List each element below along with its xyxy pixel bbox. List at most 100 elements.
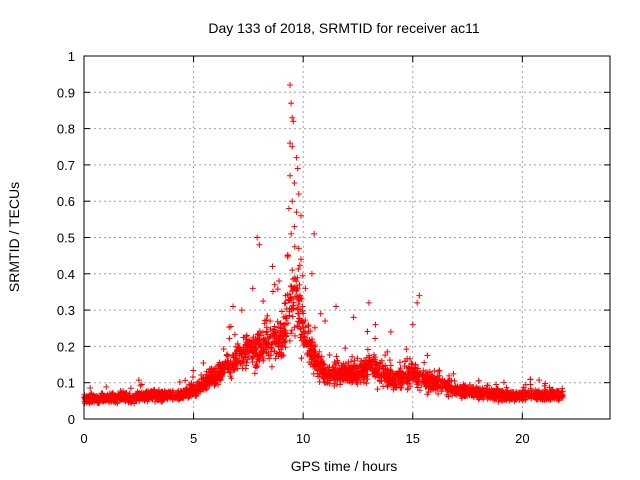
data-point xyxy=(288,283,295,290)
data-point xyxy=(458,386,465,393)
data-point xyxy=(315,354,322,361)
data-point xyxy=(372,335,379,342)
data-point xyxy=(336,365,343,372)
data-point xyxy=(215,374,222,381)
data-point xyxy=(381,377,388,384)
data-point xyxy=(359,367,366,374)
data-point xyxy=(127,398,134,405)
data-point xyxy=(248,344,255,351)
data-point xyxy=(163,389,170,396)
data-point xyxy=(364,366,371,373)
data-point xyxy=(211,382,218,389)
data-point xyxy=(288,230,295,237)
data-point xyxy=(451,378,458,385)
data-point xyxy=(334,357,341,364)
data-point xyxy=(377,359,384,366)
data-point xyxy=(84,396,91,403)
data-point xyxy=(263,349,270,356)
x-tick-label: 15 xyxy=(406,431,420,446)
data-point xyxy=(376,378,383,385)
data-point xyxy=(299,272,306,279)
data-point xyxy=(297,334,304,341)
data-point xyxy=(428,383,435,390)
data-point xyxy=(526,390,533,397)
data-point xyxy=(453,392,460,399)
data-point xyxy=(365,299,372,306)
data-point xyxy=(220,364,227,371)
data-point xyxy=(269,263,276,270)
data-point xyxy=(462,384,469,391)
data-point xyxy=(354,372,361,379)
data-point xyxy=(95,395,102,402)
data-point xyxy=(182,390,189,397)
data-point xyxy=(364,346,371,353)
data-point xyxy=(493,385,500,392)
data-point xyxy=(136,390,143,397)
data-point xyxy=(376,365,383,372)
data-point xyxy=(500,379,507,386)
data-point xyxy=(484,382,491,389)
data-point xyxy=(342,345,349,352)
data-point xyxy=(250,354,257,361)
data-point xyxy=(456,386,463,393)
data-point xyxy=(399,380,406,387)
data-point xyxy=(149,391,156,398)
data-point xyxy=(287,282,294,289)
data-point xyxy=(159,393,166,400)
data-point xyxy=(293,293,300,300)
data-point xyxy=(236,344,243,351)
data-point xyxy=(396,359,403,366)
data-point xyxy=(155,396,162,403)
data-point xyxy=(283,332,290,339)
y-tick-label: 0.3 xyxy=(57,303,75,318)
data-point xyxy=(393,370,400,377)
chart-title: Day 133 of 2018, SRMTID for receiver ac1… xyxy=(208,20,480,36)
data-point xyxy=(363,362,370,369)
data-point xyxy=(271,281,278,288)
data-point xyxy=(279,339,286,346)
data-point xyxy=(469,388,476,395)
data-point xyxy=(221,361,228,368)
data-point xyxy=(263,324,270,331)
data-point xyxy=(144,398,151,405)
data-point xyxy=(387,362,394,369)
data-point xyxy=(227,369,234,376)
data-point xyxy=(441,382,448,389)
data-point xyxy=(340,372,347,379)
data-point xyxy=(248,355,255,362)
y-tick-label: 0.5 xyxy=(57,231,75,246)
data-point xyxy=(281,338,288,345)
data-point xyxy=(502,393,509,400)
data-point xyxy=(283,315,290,322)
data-point xyxy=(315,359,322,366)
data-point xyxy=(87,385,94,392)
data-point xyxy=(287,140,294,147)
data-point xyxy=(384,370,391,377)
data-point xyxy=(546,384,553,391)
data-point xyxy=(420,367,427,374)
data-point xyxy=(409,321,416,328)
data-point xyxy=(243,333,250,340)
data-point xyxy=(203,375,210,382)
data-point xyxy=(503,384,510,391)
data-point xyxy=(348,365,355,372)
data-point xyxy=(296,319,303,326)
y-tick-label: 0 xyxy=(68,412,75,427)
data-point xyxy=(281,300,288,307)
data-point xyxy=(280,314,287,321)
data-point xyxy=(435,390,442,397)
data-point xyxy=(536,377,543,384)
data-point xyxy=(431,380,438,387)
data-point xyxy=(287,330,294,337)
data-point xyxy=(298,355,305,362)
data-point xyxy=(374,368,381,375)
data-point xyxy=(387,328,394,335)
data-point xyxy=(462,390,469,397)
data-point xyxy=(254,331,261,338)
data-point xyxy=(397,377,404,384)
data-point xyxy=(227,358,234,365)
data-point xyxy=(245,352,252,359)
data-point xyxy=(123,395,130,402)
data-point xyxy=(260,298,267,305)
